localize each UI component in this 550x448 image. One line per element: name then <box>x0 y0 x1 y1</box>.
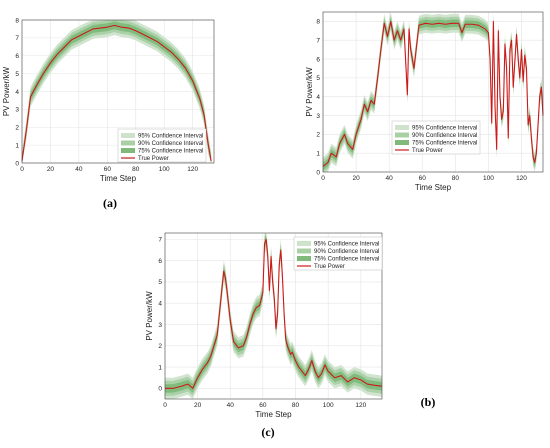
x-tick-label: 60 <box>419 175 427 182</box>
x-tick-label: 0 <box>163 402 167 409</box>
y-tick-label: 7 <box>158 237 162 244</box>
legend-label: 95% Confidence Interval <box>412 126 477 132</box>
y-tick-label: 3 <box>316 113 320 120</box>
legend-swatch <box>121 140 135 146</box>
y-tick-label: 6 <box>15 53 19 60</box>
legend-label: 90% Confidence Interval <box>412 133 477 139</box>
x-tick-label: 100 <box>159 166 170 173</box>
axes-frame <box>164 232 383 400</box>
x-axis-label: Time Step <box>255 410 292 419</box>
y-tick-label: 6 <box>158 258 162 265</box>
legend-label: 75% Confidence Interval <box>138 149 203 155</box>
legend-swatch <box>395 132 409 138</box>
legend-label: 75% Confidence Interval <box>412 141 477 147</box>
ci-75-band <box>165 235 382 393</box>
x-tick-label: 80 <box>452 175 460 182</box>
x-tick-label: 40 <box>386 175 394 182</box>
legend-swatch <box>395 140 409 145</box>
legend-swatch <box>395 125 409 130</box>
legend-swatch <box>121 133 135 138</box>
y-tick-label: 2 <box>316 132 320 139</box>
legend-swatch <box>297 248 311 254</box>
true-power-line <box>21 24 212 162</box>
y-tick-label: 7 <box>15 35 19 42</box>
x-tick-label: 0 <box>20 166 24 173</box>
y-tick-label: 0 <box>15 160 19 167</box>
y-tick-label: 8 <box>15 17 19 24</box>
chart-panel-b: 0 20 40 60 80 100 120 0 1 2 3 4 5 6 7 8 Time Step PV Powe… <box>305 11 544 409</box>
legend-swatch <box>297 241 311 246</box>
y-tick-label: 8 <box>316 19 320 26</box>
y-axis-label: PV Power/kW <box>2 66 11 116</box>
y-tick-label: 4 <box>15 89 19 96</box>
x-tick-label: 60 <box>104 166 112 173</box>
legend-label: True Power <box>412 148 443 154</box>
x-tick-label: 120 <box>187 166 198 173</box>
x-tick-label: 100 <box>483 175 494 182</box>
y-tick-label: 1 <box>158 364 162 371</box>
y-tick-label: 0 <box>158 386 162 393</box>
x-tick-label: 60 <box>259 402 267 409</box>
legend-label: True Power <box>314 264 345 270</box>
y-tick-label: 2 <box>158 343 162 350</box>
x-tick-label: 0 <box>321 175 325 182</box>
legend-swatch <box>297 256 311 261</box>
x-tick-label: 40 <box>75 166 83 173</box>
panel-label: (b) <box>421 395 436 409</box>
x-tick-label: 80 <box>132 166 140 173</box>
y-tick-label: 3 <box>158 322 162 329</box>
y-tick-label: 1 <box>316 150 320 157</box>
y-tick-label: 3 <box>15 107 19 114</box>
panel-label: (a) <box>103 196 117 210</box>
legend-label: 75% Confidence Interval <box>314 257 379 263</box>
x-tick-label: 40 <box>227 402 235 409</box>
x-axis-label: Time Step <box>100 174 137 183</box>
x-tick-label: 100 <box>323 402 334 409</box>
x-tick-label: 20 <box>194 402 202 409</box>
axes-frame <box>322 11 544 173</box>
y-tick-label: 5 <box>15 71 19 78</box>
y-tick-label: 5 <box>316 75 320 82</box>
y-tick-label: 4 <box>316 94 320 101</box>
true-power-line <box>165 238 383 389</box>
x-tick-label: 120 <box>355 402 366 409</box>
legend-label: 90% Confidence Interval <box>314 249 379 255</box>
legend-label: 95% Confidence Interval <box>314 242 379 248</box>
y-tick-label: 5 <box>158 279 162 286</box>
true-power-line <box>322 20 544 167</box>
chart-panel-c: 0 20 40 60 80 100 120 0 1 2 3 4 5 6 7 Time Step PV Power… <box>145 232 383 439</box>
legend-swatch <box>121 148 135 153</box>
legend-label: 95% Confidence Interval <box>138 134 203 140</box>
y-tick-label: 4 <box>158 301 162 308</box>
axes-frame <box>21 19 215 164</box>
y-tick-label: 7 <box>316 38 320 45</box>
y-tick-label: 1 <box>15 142 19 149</box>
legend-label: 90% Confidence Interval <box>138 141 203 147</box>
panel-label: (c) <box>261 425 274 439</box>
y-tick-label: 6 <box>316 56 320 63</box>
chart-panel-a: 0 20 40 60 80 100 120 0 1 2 3 4 5 6 7 8 Time Step PV Powe… <box>2 17 215 210</box>
legend-label: True Power <box>138 156 169 162</box>
x-tick-label: 20 <box>47 166 55 173</box>
ci-95-band <box>22 20 212 163</box>
y-tick-label: 0 <box>316 169 320 176</box>
x-axis-label: Time Step <box>415 183 452 192</box>
x-tick-label: 120 <box>516 175 527 182</box>
x-tick-label: 20 <box>352 175 360 182</box>
x-tick-label: 80 <box>292 402 300 409</box>
y-axis-label: PV Power/kW <box>305 67 314 117</box>
y-axis-label: PV Power/kW <box>145 291 154 341</box>
y-tick-label: 2 <box>15 125 19 132</box>
